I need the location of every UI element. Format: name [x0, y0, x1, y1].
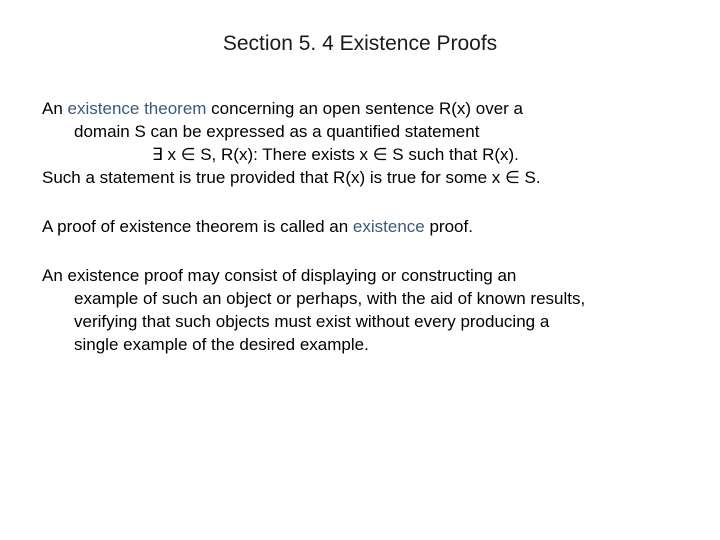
p3-line3: verifying that such objects must exist w… [42, 311, 678, 334]
p1-line3-formula: ∃ x ∈ S, R(x): There exists x ∈ S such t… [42, 144, 678, 167]
slide-title: Section 5. 4 Existence Proofs [42, 32, 678, 56]
paragraph-3: An existence proof may consist of displa… [42, 265, 678, 357]
p1-line1-pre: An [42, 99, 68, 118]
p1-line4: Such a statement is true provided that R… [42, 168, 541, 187]
p2-pre: A proof of existence theorem is called a… [42, 217, 353, 236]
p1-highlight-term: existence theorem [68, 99, 207, 118]
p1-line2: domain S can be expressed as a quantifie… [42, 121, 678, 144]
p3-line2: example of such an object or perhaps, wi… [42, 288, 678, 311]
paragraph-1: An existence theorem concerning an open … [42, 98, 678, 190]
p2-highlight-term: existence [353, 217, 425, 236]
p2-post: proof. [425, 217, 473, 236]
p1-line1-post: concerning an open sentence R(x) over a [206, 99, 523, 118]
paragraph-2: A proof of existence theorem is called a… [42, 216, 678, 239]
p3-line4: single example of the desired example. [42, 334, 678, 357]
p3-line1: An existence proof may consist of displa… [42, 266, 516, 285]
